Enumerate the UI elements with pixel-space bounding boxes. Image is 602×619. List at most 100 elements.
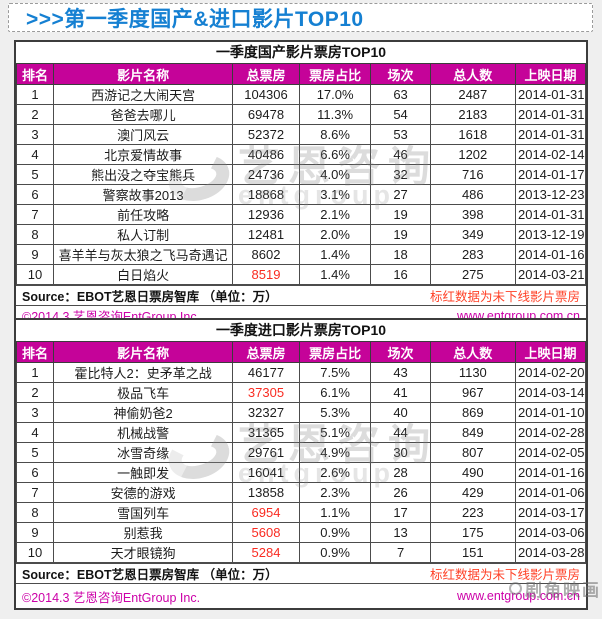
table-row: 5 熊出没之夺宝熊兵 24736 4.0% 32 716 2014-01-17 (16, 164, 587, 185)
website-url: www.entgroup.com.cn (457, 589, 580, 603)
table-row: 9 喜羊羊与灰太狼之飞马奇遇记 8602 1.4% 18 283 2014-01-16 (16, 244, 587, 265)
source-note: Source：EBOT艺恩日票房智库 （单位：万） (22, 568, 278, 582)
table-row: 9 别惹我 5608 0.9% 13 175 2014-03-06 (16, 522, 587, 543)
cell-audience: 1618 (429, 124, 516, 145)
cell-release: 2014-01-10 (514, 402, 587, 423)
cell-audience: 2183 (429, 104, 516, 125)
cell-sessions: 19 (370, 204, 431, 225)
column-header-box-office: 总票房 (232, 341, 300, 363)
cell-name: 安德的游戏 (52, 482, 234, 503)
cell-audience: 223 (429, 502, 516, 523)
cell-release: 2014-02-05 (514, 442, 587, 463)
cell-rank: 3 (16, 124, 54, 145)
cell-release: 2014-03-21 (514, 264, 587, 285)
cell-rank: 4 (16, 422, 54, 443)
cell-name: 爸爸去哪儿 (52, 104, 234, 125)
cell-rank: 6 (16, 184, 54, 205)
cell-audience: 716 (429, 164, 516, 185)
table-row: 10 白日焰火 8519 1.4% 16 275 2014-03-21 (16, 264, 587, 285)
cell-name: 别惹我 (52, 522, 234, 543)
domestic-films-table-panel: 一季度国产影片票房TOP10 排名 影片名称 总票房 票房占比 场次 总人数 上… (14, 40, 588, 327)
column-header-rank: 排名 (16, 341, 54, 363)
cell-sessions: 63 (370, 84, 431, 105)
cell-rank: 3 (16, 402, 54, 423)
cell-audience: 967 (429, 382, 516, 403)
cell-box_office: 37305 (232, 382, 300, 403)
column-header-name: 影片名称 (52, 63, 234, 85)
table-row: 7 前任攻略 12936 2.1% 19 398 2014-01-31 (16, 204, 587, 225)
copyright-row: ©2014.3 艺恩咨询EntGroup Inc. www.entgroup.c… (16, 583, 586, 608)
column-header-release: 上映日期 (514, 341, 587, 363)
cell-release: 2014-01-31 (514, 84, 587, 105)
cell-share: 1.1% (298, 502, 372, 523)
cell-sessions: 41 (370, 382, 431, 403)
cell-sessions: 53 (370, 124, 431, 145)
cell-release: 2014-03-14 (514, 382, 587, 403)
cell-share: 6.1% (298, 382, 372, 403)
cell-rank: 5 (16, 442, 54, 463)
cell-sessions: 27 (370, 184, 431, 205)
cell-release: 2014-01-31 (514, 124, 587, 145)
imported-box-office-table: 排名 影片名称 总票房 票房占比 场次 总人数 上映日期 1 霍比特人2：史矛革之… (16, 341, 587, 563)
cell-rank: 5 (16, 164, 54, 185)
column-header-share: 票房占比 (298, 341, 372, 363)
cell-name: 一触即发 (52, 462, 234, 483)
column-header-sessions: 场次 (370, 63, 431, 85)
cell-rank: 9 (16, 522, 54, 543)
cell-box_office: 6954 (232, 502, 300, 523)
cell-audience: 490 (429, 462, 516, 483)
cell-share: 5.1% (298, 422, 372, 443)
cell-box_office: 104306 (232, 84, 300, 105)
table-row: 10 天才眼镜狗 5284 0.9% 7 151 2014-03-28 (16, 542, 587, 563)
cell-rank: 2 (16, 382, 54, 403)
cell-box_office: 32327 (232, 402, 300, 423)
cell-share: 2.3% (298, 482, 372, 503)
table-row: 4 机械战警 31365 5.1% 44 849 2014-02-28 (16, 422, 587, 443)
cell-box_office: 29761 (232, 442, 300, 463)
table-row: 8 雪国列车 6954 1.1% 17 223 2014-03-17 (16, 502, 587, 523)
cell-audience: 849 (429, 422, 516, 443)
cell-share: 0.9% (298, 522, 372, 543)
source-row: Source：EBOT艺恩日票房智库 （单位：万） 标红数据为未下线影片票房 (16, 285, 586, 305)
cell-audience: 151 (429, 542, 516, 563)
cell-rank: 7 (16, 204, 54, 225)
cell-rank: 1 (16, 84, 54, 105)
page-title: >>>第一季度国产&进口影片TOP10 (26, 7, 364, 31)
cell-sessions: 17 (370, 502, 431, 523)
cell-audience: 807 (429, 442, 516, 463)
cell-release: 2014-02-28 (514, 422, 587, 443)
source-row: Source：EBOT艺恩日票房智库 （单位：万） 标红数据为未下线影片票房 (16, 563, 586, 583)
cell-share: 5.3% (298, 402, 372, 423)
cell-box_office: 13858 (232, 482, 300, 503)
cell-name: 白日焰火 (52, 264, 234, 285)
cell-share: 4.9% (298, 442, 372, 463)
cell-rank: 4 (16, 144, 54, 165)
cell-box_office: 24736 (232, 164, 300, 185)
cell-rank: 8 (16, 502, 54, 523)
cell-rank: 10 (16, 264, 54, 285)
cell-audience: 1202 (429, 144, 516, 165)
cell-rank: 2 (16, 104, 54, 125)
table-row: 8 私人订制 12481 2.0% 19 349 2013-12-19 (16, 224, 587, 245)
column-header-share: 票房占比 (298, 63, 372, 85)
cell-audience: 429 (429, 482, 516, 503)
cell-share: 2.6% (298, 462, 372, 483)
cell-rank: 10 (16, 542, 54, 563)
cell-box_office: 8602 (232, 244, 300, 265)
cell-share: 4.0% (298, 164, 372, 185)
table-row: 3 神偷奶爸2 32327 5.3% 40 869 2014-01-10 (16, 402, 587, 423)
cell-name: 天才眼镜狗 (52, 542, 234, 563)
cell-sessions: 7 (370, 542, 431, 563)
cell-release: 2014-02-20 (514, 362, 587, 383)
column-header-audience: 总人数 (429, 341, 516, 363)
source-note: Source：EBOT艺恩日票房智库 （单位：万） (22, 290, 278, 304)
cell-share: 8.6% (298, 124, 372, 145)
cell-sessions: 30 (370, 442, 431, 463)
cell-name: 私人订制 (52, 224, 234, 245)
cell-sessions: 26 (370, 482, 431, 503)
column-header-rank: 排名 (16, 63, 54, 85)
cell-box_office: 52372 (232, 124, 300, 145)
cell-name: 熊出没之夺宝熊兵 (52, 164, 234, 185)
cell-audience: 2487 (429, 84, 516, 105)
cell-box_office: 31365 (232, 422, 300, 443)
